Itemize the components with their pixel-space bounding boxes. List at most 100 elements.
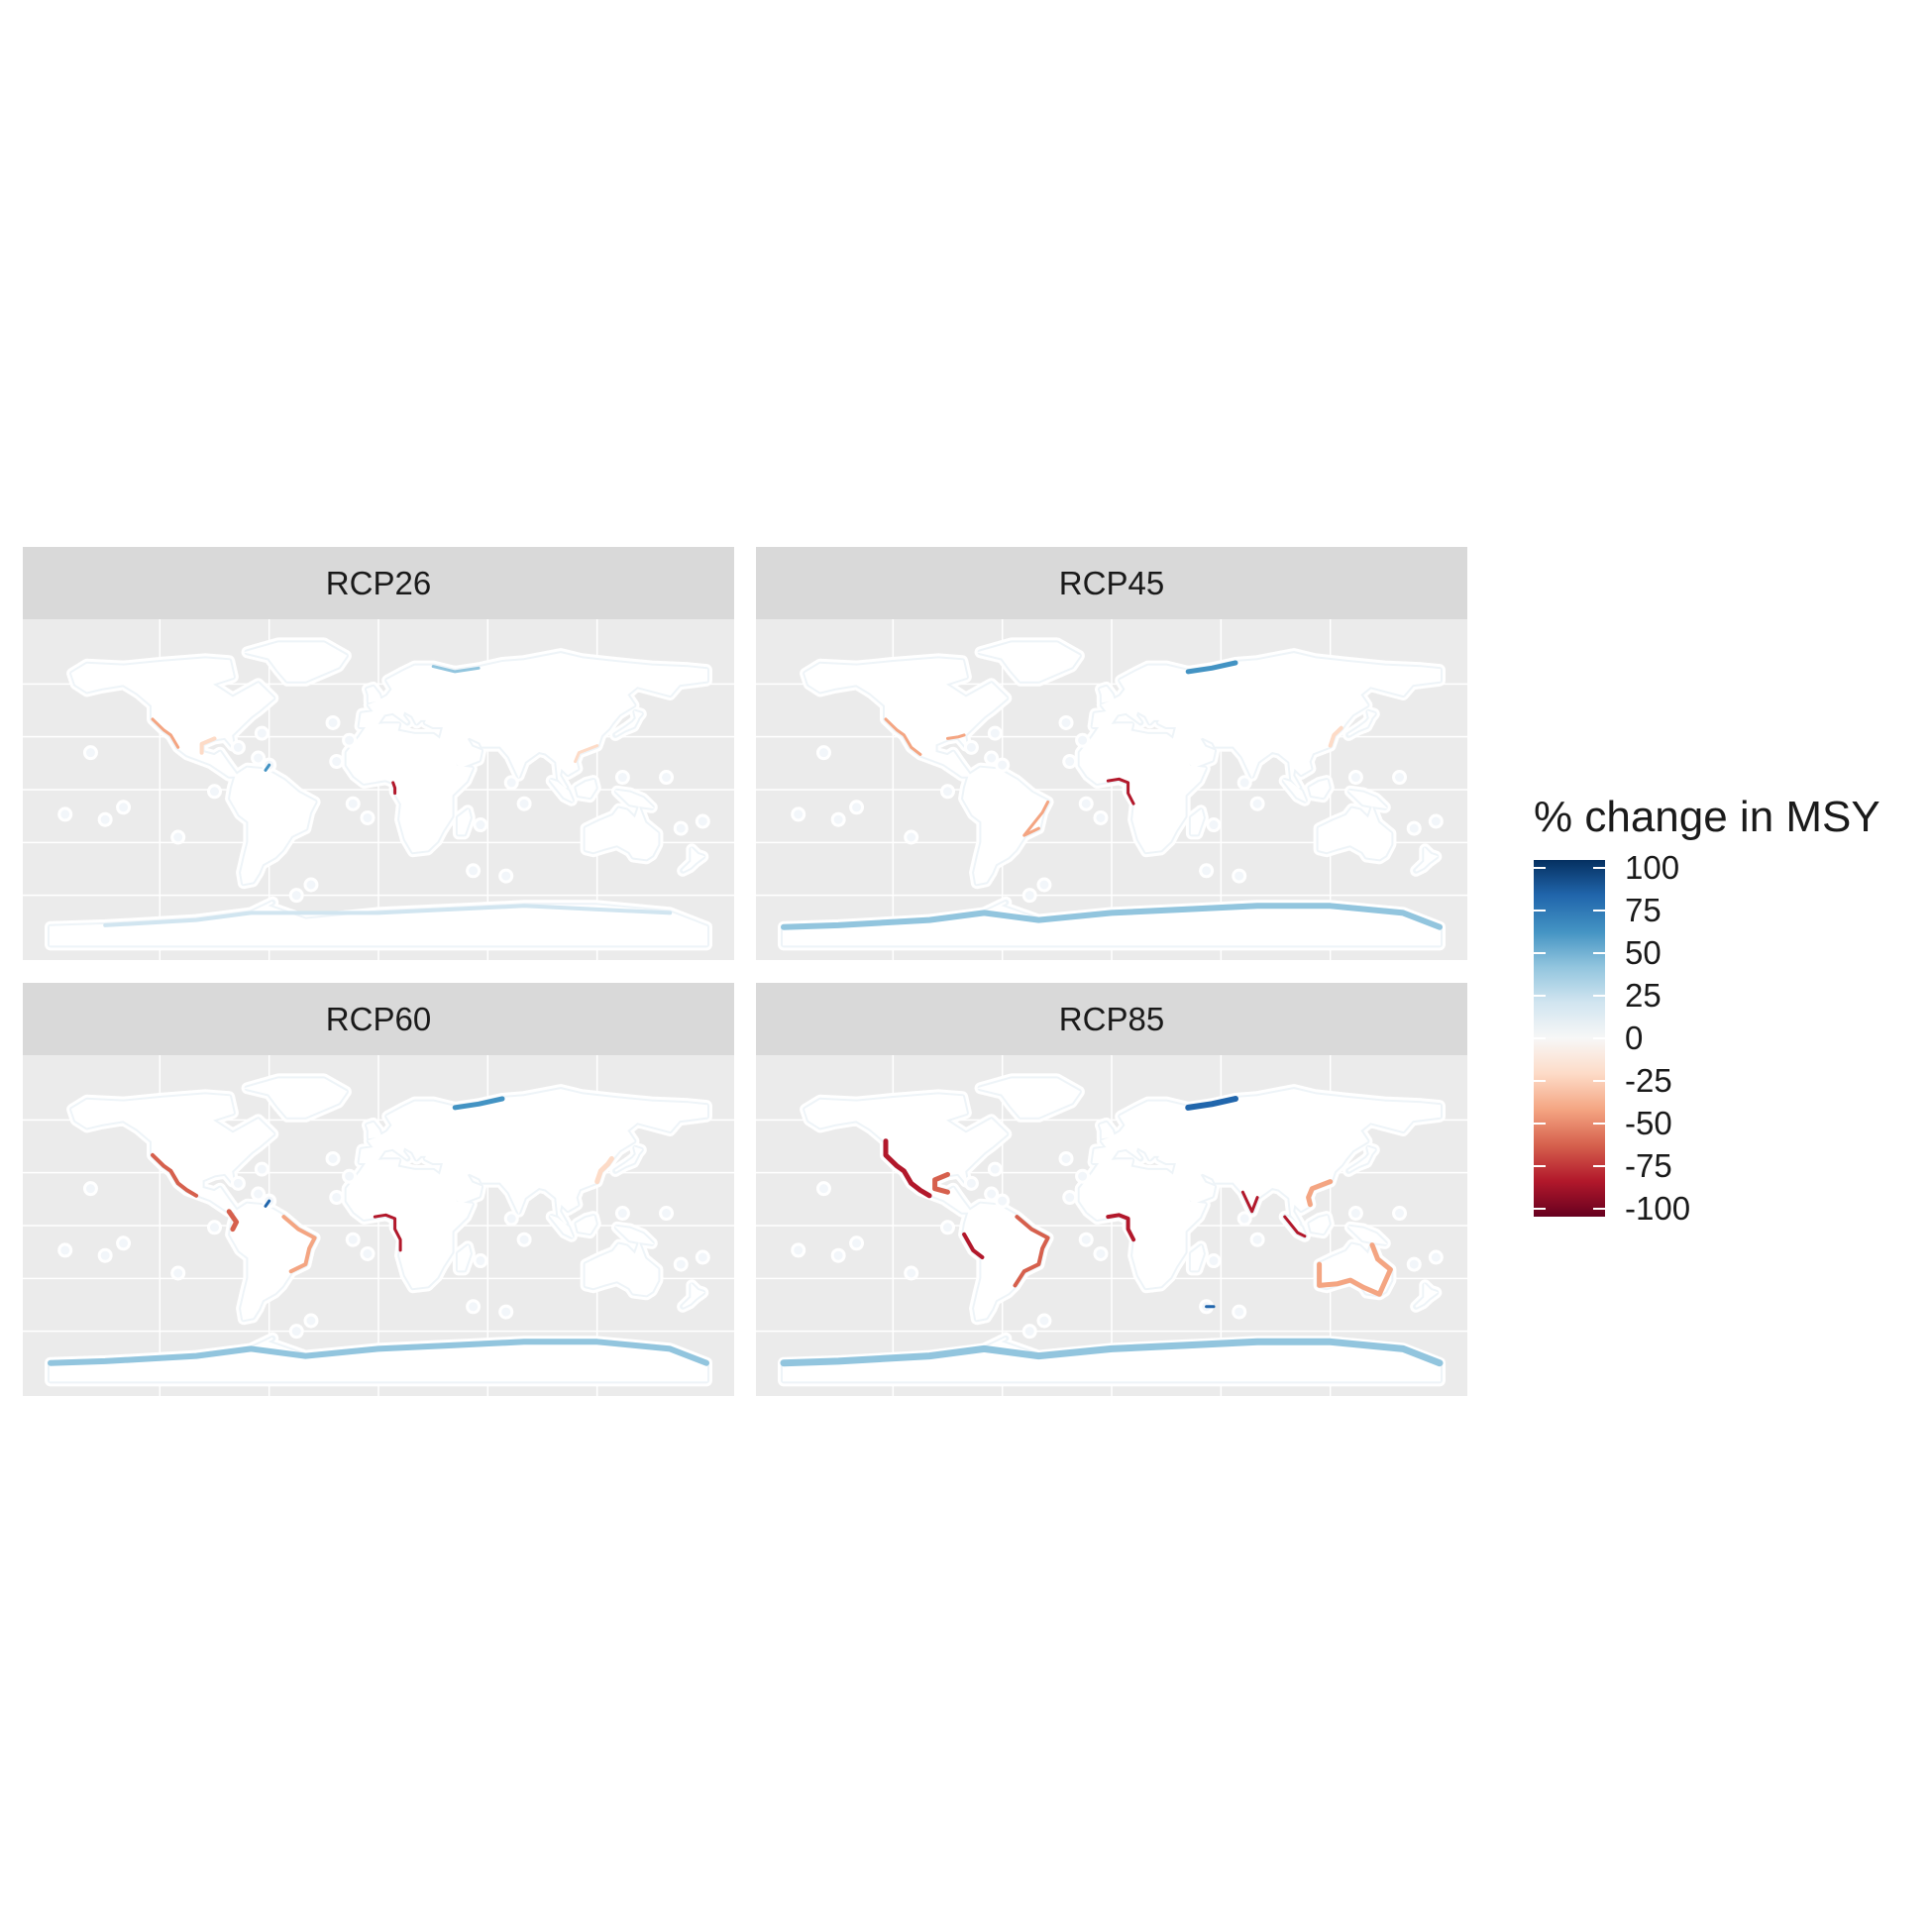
msy-change-segment xyxy=(199,736,217,755)
land-northAmerica xyxy=(804,1094,1008,1213)
island-eez xyxy=(995,757,1011,773)
msy-change-segment xyxy=(594,1155,614,1185)
island-eez xyxy=(1075,732,1091,748)
island-eez xyxy=(303,877,319,893)
msy-change-segment xyxy=(151,717,180,749)
msy-change-segment xyxy=(373,1213,402,1252)
legend-tick-label: -50 xyxy=(1625,1105,1672,1141)
island-eez xyxy=(987,1161,1003,1177)
land-southAmerica xyxy=(230,767,316,885)
island-eez xyxy=(695,1249,710,1265)
legend-tick-label: 0 xyxy=(1625,1020,1644,1056)
land-australia xyxy=(585,1241,659,1296)
island-eez xyxy=(1078,796,1094,811)
msy-change-segment xyxy=(1106,777,1135,805)
island-eez xyxy=(940,784,955,800)
island-eez xyxy=(1232,868,1247,884)
panel-rcp60: RCP60 xyxy=(23,983,734,1396)
island-eez xyxy=(251,750,267,766)
island-eez xyxy=(1392,770,1408,786)
land-madagascar xyxy=(1190,808,1204,835)
land-sumatra xyxy=(548,1215,574,1238)
island-eez xyxy=(1021,1324,1037,1340)
island-eez xyxy=(1075,1168,1091,1184)
land-greenland xyxy=(976,642,1081,682)
island-eez xyxy=(1249,796,1265,811)
island-eez xyxy=(97,1247,113,1263)
island-eez xyxy=(1062,754,1078,770)
island-eez xyxy=(1232,1304,1247,1320)
island-eez xyxy=(1206,817,1222,833)
legend-tick-label: 25 xyxy=(1625,977,1662,1014)
land-sumatra xyxy=(548,779,574,803)
msy-change-segment xyxy=(1185,660,1238,675)
island-eez xyxy=(503,775,519,791)
msy-change-segment xyxy=(281,1215,317,1274)
island-eez xyxy=(1078,1232,1094,1247)
land-uk xyxy=(1099,686,1116,703)
facet-strip-rcp26: RCP26 xyxy=(23,547,734,619)
island-eez xyxy=(984,750,1000,766)
msy-change-segment xyxy=(962,1232,985,1259)
color-legend: % change in MSY 100 75 xyxy=(1526,793,1922,1238)
island-eez xyxy=(254,725,269,741)
island-eez xyxy=(1406,1256,1422,1272)
island-eez xyxy=(1428,1249,1444,1265)
island-eez xyxy=(207,784,222,800)
island-eez xyxy=(1036,1313,1052,1329)
island-eez xyxy=(207,1220,222,1235)
world-map-rcp45 xyxy=(756,619,1467,960)
island-eez xyxy=(695,813,710,829)
map-rcp45 xyxy=(756,619,1467,960)
island-eez xyxy=(1249,1232,1265,1247)
island-eez xyxy=(516,1232,532,1247)
land-sumatra xyxy=(1281,779,1307,803)
island-eez xyxy=(342,1168,358,1184)
island-eez xyxy=(466,863,482,879)
msy-change-segment xyxy=(1022,800,1050,837)
msy-change-segment xyxy=(1185,1096,1238,1111)
world-map-rcp60 xyxy=(23,1055,734,1396)
msy-change-segment xyxy=(946,733,966,740)
island-eez xyxy=(325,1150,341,1166)
land-newGuinea xyxy=(613,1226,655,1245)
world-map-rcp85 xyxy=(756,1055,1467,1396)
island-eez xyxy=(1428,813,1444,829)
island-eez xyxy=(466,1299,482,1315)
island-eez xyxy=(659,770,675,786)
land-uk xyxy=(366,1122,382,1139)
land-borneo xyxy=(576,779,596,799)
land-northAmerica xyxy=(70,658,274,777)
msy-change-segment xyxy=(452,1096,505,1111)
island-eez xyxy=(1347,1206,1363,1222)
land-greenland xyxy=(243,1078,348,1118)
island-eez xyxy=(254,1161,269,1177)
island-eez xyxy=(170,829,186,845)
land-northAmerica xyxy=(804,658,1008,777)
facet-label-rcp45: RCP45 xyxy=(1058,564,1165,601)
land-borneo xyxy=(576,1215,596,1234)
island-eez xyxy=(1206,1253,1222,1269)
facet-label-rcp60: RCP60 xyxy=(325,1000,432,1037)
facet-label-rcp26: RCP26 xyxy=(325,564,432,601)
island-eez xyxy=(116,800,132,815)
msy-change-segment xyxy=(264,763,271,772)
island-eez xyxy=(614,1206,630,1222)
land-africa xyxy=(346,723,474,853)
land-japan xyxy=(614,710,643,736)
island-eez xyxy=(1236,1211,1252,1227)
island-eez xyxy=(830,811,846,827)
island-eez xyxy=(963,739,979,755)
msy-change-segment xyxy=(574,744,599,764)
legend-tick-label: -100 xyxy=(1625,1190,1691,1227)
island-eez xyxy=(1406,820,1422,836)
island-eez xyxy=(82,745,98,761)
land-japan xyxy=(614,1146,643,1172)
land-northAmerica xyxy=(70,1094,274,1213)
island-eez xyxy=(345,1232,361,1247)
land-borneo xyxy=(1309,779,1330,799)
land-australia xyxy=(585,805,659,860)
msy-change-segment xyxy=(780,1338,1444,1367)
land-madagascar xyxy=(457,1244,471,1271)
map-rcp85 xyxy=(756,1055,1467,1396)
